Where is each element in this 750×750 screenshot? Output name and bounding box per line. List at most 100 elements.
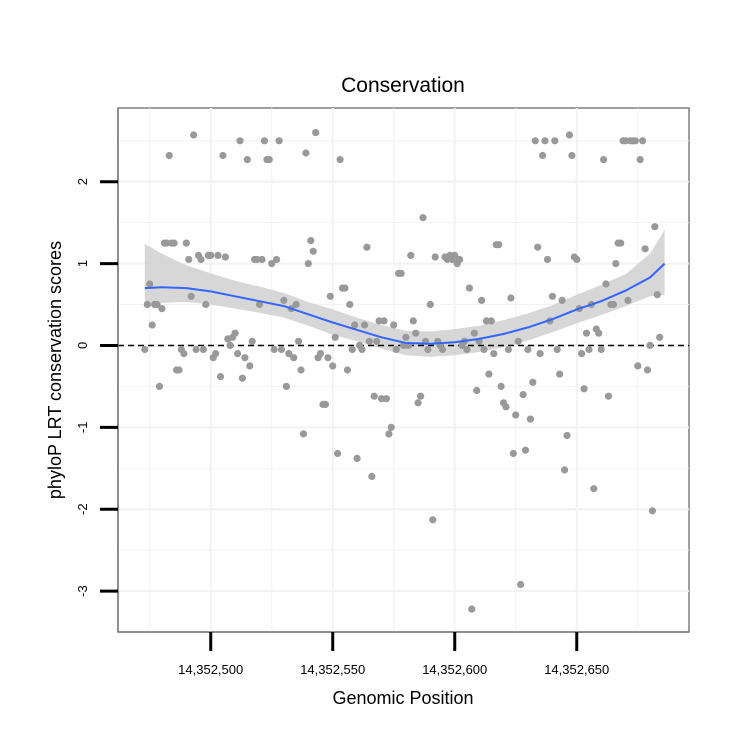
data-point	[463, 345, 471, 354]
data-point	[221, 253, 229, 261]
data-point	[429, 516, 437, 524]
data-point	[497, 382, 505, 390]
data-point	[470, 329, 478, 337]
data-point	[526, 415, 535, 423]
data-point	[175, 366, 183, 374]
data-point	[465, 284, 473, 292]
x-tick-label: 14,352,500	[178, 662, 243, 677]
data-point	[382, 395, 390, 403]
data-point	[385, 430, 393, 438]
y-axis-title: phyloP LRT conservation scores	[45, 241, 65, 499]
data-point	[643, 366, 652, 374]
data-point	[214, 251, 222, 259]
data-point	[487, 317, 495, 325]
data-point	[197, 255, 205, 264]
data-point	[514, 337, 522, 345]
data-point	[236, 137, 244, 145]
data-point	[653, 291, 661, 299]
y-tick-label: 0	[75, 342, 90, 349]
data-point	[212, 350, 220, 358]
data-point	[419, 214, 427, 222]
data-point	[258, 255, 266, 264]
data-point	[368, 472, 376, 480]
data-point	[243, 156, 251, 164]
data-point	[199, 345, 207, 354]
data-point	[524, 345, 532, 354]
data-point	[539, 151, 547, 160]
data-point	[634, 362, 642, 370]
data-point	[521, 446, 530, 454]
data-point	[602, 280, 610, 288]
data-point	[414, 399, 422, 407]
data-point	[543, 255, 552, 264]
data-point	[426, 300, 434, 309]
data-point	[609, 300, 618, 309]
data-point	[551, 137, 559, 145]
data-point	[656, 333, 664, 341]
x-tick-label: 14,352,600	[422, 662, 487, 677]
data-point	[348, 345, 356, 354]
data-point	[473, 386, 481, 395]
data-point	[141, 345, 149, 354]
data-point	[504, 345, 512, 354]
data-point	[636, 156, 644, 164]
data-point	[255, 300, 264, 309]
data-point	[568, 151, 576, 160]
data-point	[309, 247, 317, 255]
y-tick-label: 2	[75, 178, 90, 185]
x-tick-label: 14,352,650	[544, 662, 609, 677]
plot-panel	[117, 107, 690, 633]
data-point	[624, 296, 632, 304]
data-point	[412, 329, 420, 337]
data-point	[158, 305, 166, 313]
y-tick-label: -3	[75, 585, 90, 597]
data-point	[478, 296, 486, 304]
data-point	[295, 337, 303, 345]
data-point	[297, 366, 305, 374]
data-point	[153, 300, 161, 309]
data-point	[241, 354, 249, 362]
y-tick-label: -2	[75, 503, 90, 515]
scatter-points	[141, 129, 664, 613]
data-point	[304, 260, 312, 268]
data-point	[548, 292, 557, 300]
data-point	[512, 411, 520, 419]
fit-line	[144, 262, 666, 345]
data-point	[502, 403, 510, 411]
data-point	[148, 321, 156, 329]
data-point	[536, 350, 544, 358]
data-point	[334, 449, 342, 458]
data-point	[363, 243, 371, 251]
data-point	[324, 354, 332, 362]
data-point	[231, 329, 239, 337]
data-point	[380, 317, 388, 325]
data-point	[553, 345, 561, 354]
data-point	[290, 354, 298, 362]
data-point	[456, 255, 464, 264]
data-point	[321, 400, 329, 408]
data-point	[358, 345, 366, 354]
data-point	[187, 292, 195, 300]
data-point	[312, 129, 320, 137]
data-point	[219, 151, 227, 160]
data-point	[277, 345, 286, 354]
data-point	[648, 507, 657, 515]
data-point	[331, 333, 339, 341]
data-point	[424, 345, 432, 354]
data-point	[397, 269, 405, 277]
data-point	[407, 251, 415, 259]
data-point	[373, 337, 381, 345]
data-point	[316, 350, 325, 358]
data-point	[360, 321, 369, 329]
data-point	[641, 245, 649, 253]
data-point	[534, 243, 542, 251]
data-point	[573, 255, 581, 264]
data-point	[202, 300, 210, 309]
data-point	[192, 345, 200, 354]
data-point	[146, 280, 154, 288]
data-point	[485, 370, 493, 378]
data-point	[541, 137, 549, 145]
data-point	[207, 251, 215, 259]
data-point	[558, 296, 566, 304]
data-point	[370, 392, 378, 400]
